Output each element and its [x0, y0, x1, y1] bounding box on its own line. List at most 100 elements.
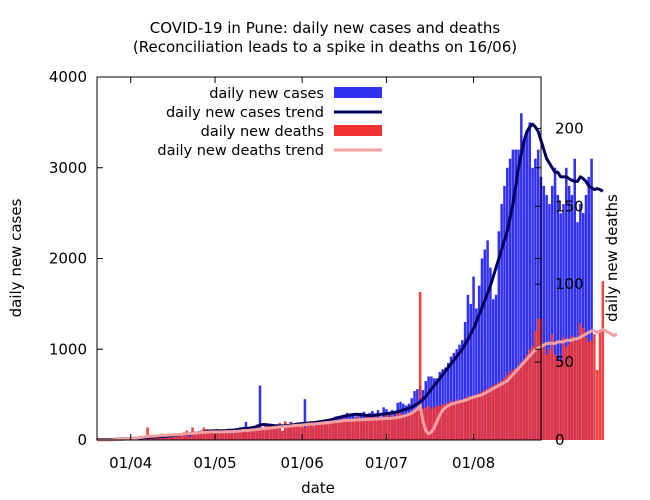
- deaths-bar: [480, 391, 484, 440]
- axis-ticks: [97, 76, 541, 441]
- deaths-bar: [503, 377, 506, 440]
- deaths-bar: [222, 430, 225, 440]
- cases-bar: [517, 149, 520, 440]
- deaths-bar: [534, 330, 537, 440]
- deaths-bar: [584, 337, 588, 440]
- deaths-bar: [326, 421, 329, 440]
- cases-bar: [565, 167, 568, 440]
- deaths-bar: [261, 427, 265, 440]
- deaths-bar: [199, 430, 203, 440]
- cases-bar: [590, 158, 593, 440]
- deaths-bar: [208, 432, 211, 440]
- deaths-bar: [312, 421, 315, 440]
- deaths-bar: [351, 421, 354, 440]
- deaths-bar: [562, 337, 565, 440]
- deaths-bar: [168, 435, 172, 440]
- deaths-bar: [250, 429, 253, 440]
- deaths-bar: [258, 429, 262, 440]
- cases-bar: [522, 140, 526, 440]
- deaths-bar: [402, 415, 405, 440]
- cases-bar: [469, 303, 473, 441]
- deaths-bar: [171, 436, 175, 440]
- y-right-tick-label: 200: [555, 119, 584, 137]
- deaths-bar: [236, 429, 239, 440]
- deaths-bar: [177, 433, 180, 440]
- cases-bar: [449, 356, 453, 440]
- deaths-bar: [182, 432, 186, 440]
- deaths-bar: [357, 416, 360, 440]
- deaths-bar: [500, 380, 503, 440]
- deaths-bar: [463, 397, 467, 440]
- deaths-bar: [275, 424, 279, 440]
- deaths-bar: [298, 424, 301, 440]
- deaths-bar: [354, 418, 357, 440]
- deaths-bar: [194, 432, 197, 440]
- cases-bar: [531, 167, 534, 440]
- cases-bar: [587, 176, 591, 440]
- deaths-bar: [210, 430, 214, 440]
- deaths-bar: [427, 405, 430, 440]
- deaths-bar: [371, 418, 374, 440]
- cases-bar: [506, 167, 509, 440]
- y-left-tick-label: 0: [77, 431, 87, 449]
- cases-bar: [503, 185, 506, 440]
- cases-bar: [458, 344, 461, 440]
- deaths-bar: [289, 422, 293, 440]
- deaths-bar: [491, 385, 495, 440]
- deaths-bar: [556, 358, 560, 440]
- cases-bar: [452, 352, 456, 440]
- legend: daily new cases daily new cases trend da…: [157, 86, 382, 159]
- deaths-bar: [452, 402, 456, 440]
- cases-bar: [581, 213, 585, 441]
- deaths-bar: [300, 422, 304, 440]
- deaths-bar: [247, 430, 251, 440]
- deaths-bar: [525, 354, 529, 440]
- deaths-bar: [514, 368, 517, 440]
- deaths-bar: [317, 424, 321, 440]
- y-right-tick-label: 50: [555, 353, 574, 371]
- deaths-bar: [165, 436, 169, 440]
- cases-bar: [477, 285, 481, 440]
- deaths-bars: [121, 281, 605, 440]
- deaths-bar: [278, 422, 281, 440]
- cases-bar: [430, 376, 433, 440]
- deaths-bar: [407, 413, 411, 440]
- legend-label-cases-trend: daily new cases trend: [166, 105, 324, 121]
- deaths-bar: [508, 371, 512, 440]
- cases-bar: [447, 362, 450, 440]
- deaths-bar: [286, 427, 290, 440]
- y-left-tick-label: 1000: [49, 340, 87, 358]
- deaths-bar: [545, 354, 548, 440]
- deaths-bar: [368, 415, 371, 440]
- deaths-bar: [590, 340, 593, 440]
- deaths-bar: [444, 404, 447, 440]
- deaths-bar: [180, 435, 183, 440]
- deaths-bar: [438, 405, 442, 440]
- cases-bar: [489, 267, 492, 440]
- cases-bar: [562, 204, 565, 440]
- deaths-bar: [163, 438, 166, 440]
- deaths-bar: [447, 402, 450, 440]
- deaths-bar: [196, 433, 200, 440]
- deaths-bar: [396, 411, 399, 440]
- deaths-bar: [455, 399, 458, 440]
- deaths-bar: [536, 318, 540, 440]
- deaths-bar: [466, 396, 470, 440]
- deaths-bar: [146, 427, 149, 440]
- cases-bar: [550, 185, 554, 440]
- deaths-bar: [264, 425, 267, 440]
- cases-bar: [528, 122, 532, 441]
- deaths-bar: [376, 418, 380, 440]
- deaths-bar: [399, 413, 402, 440]
- deaths-bar: [486, 388, 489, 440]
- deaths-bar: [379, 416, 383, 440]
- deaths-bar: [323, 421, 326, 440]
- deaths-bar: [432, 407, 436, 440]
- deaths-bar: [458, 401, 461, 440]
- deaths-bar: [418, 292, 422, 440]
- deaths-bar: [365, 416, 369, 440]
- cases-bar: [475, 308, 478, 440]
- legend-label-deaths-trend: daily new deaths trend: [157, 143, 324, 159]
- cases-bar: [556, 194, 560, 440]
